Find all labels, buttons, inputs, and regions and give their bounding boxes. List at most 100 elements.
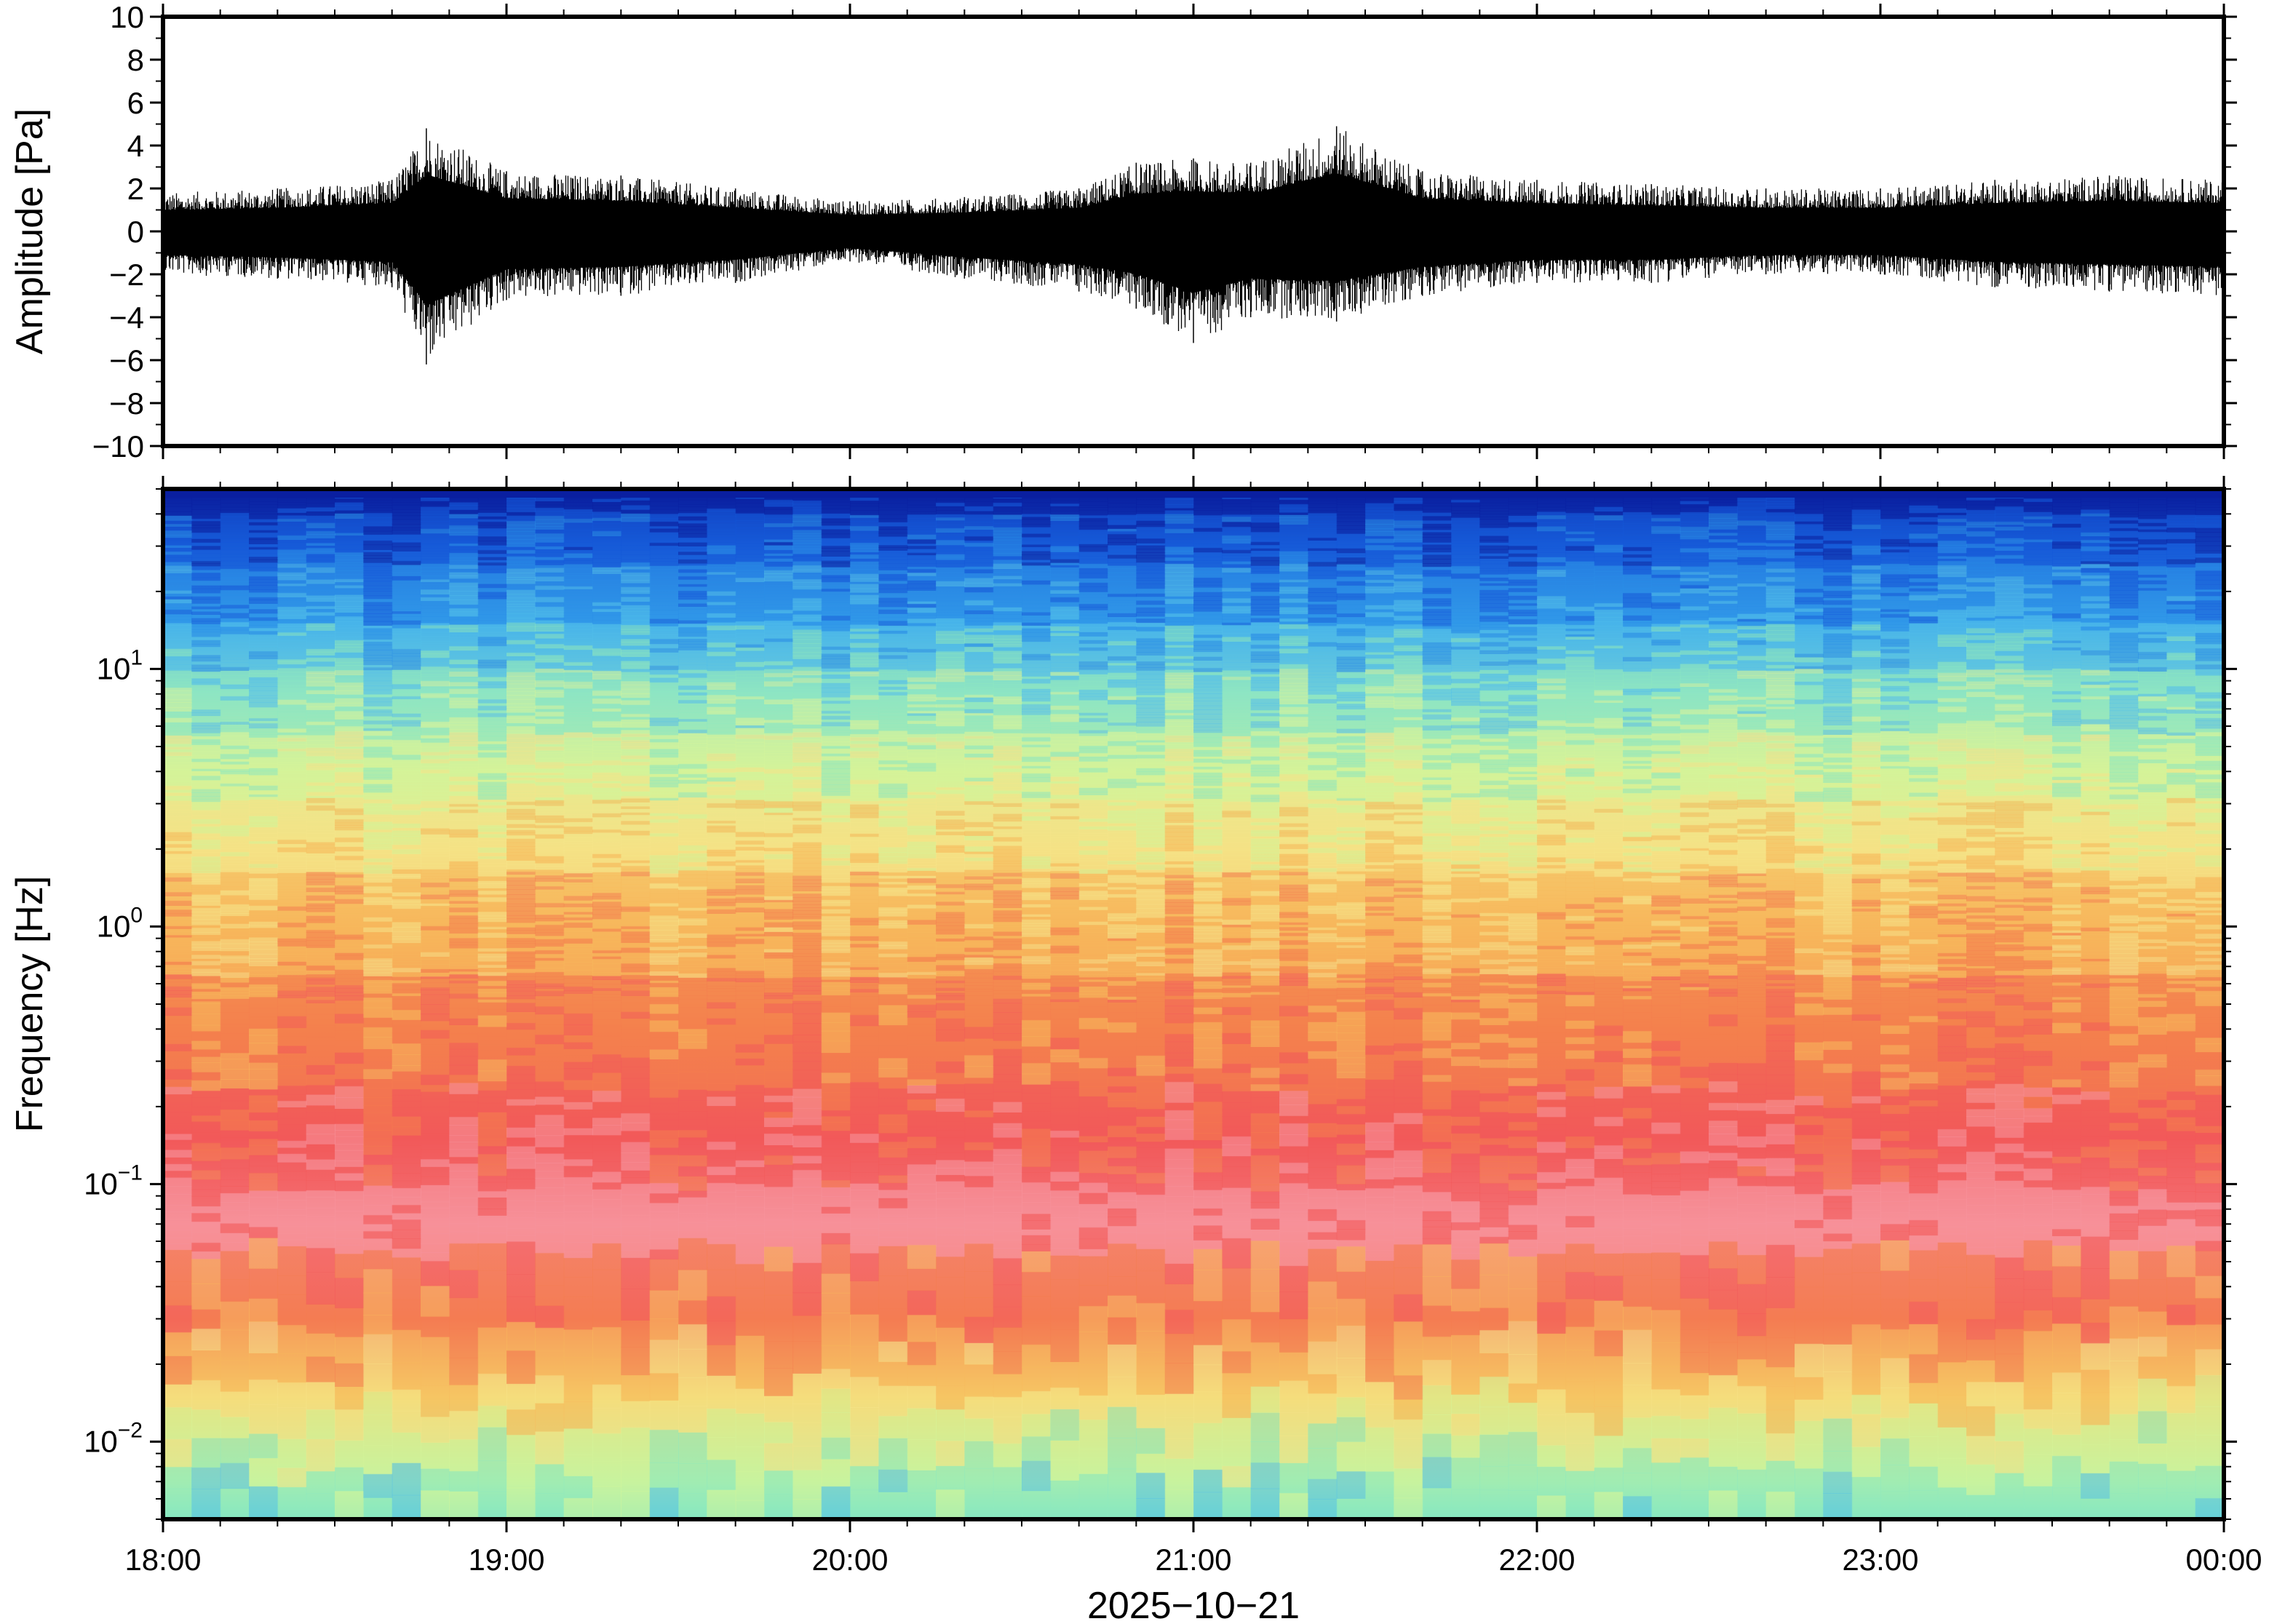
spectrogram-cell: [220, 1012, 250, 1024]
spectrogram-cell: [735, 915, 765, 921]
spectrogram-cell: [535, 549, 565, 553]
spectrogram-cell: [649, 880, 679, 884]
spectrogram-cell: [535, 758, 565, 763]
spectrogram-cell: [421, 567, 450, 572]
spectrogram-cell: [363, 893, 393, 898]
spectrogram-cell: [191, 907, 221, 912]
spectrogram-cell: [907, 968, 937, 973]
spectrogram-cell: [592, 1189, 622, 1200]
spectrogram-cell: [563, 728, 593, 733]
spectrogram-cell: [306, 944, 335, 948]
spectrogram-cell: [878, 641, 908, 645]
spectrogram-cell: [163, 576, 193, 581]
spectrogram-cell: [735, 990, 765, 996]
spectrogram-cell: [878, 731, 908, 736]
spectrogram-cell: [764, 613, 794, 618]
spectrogram-cell: [707, 608, 736, 614]
spectrogram-cell: [621, 1320, 651, 1348]
spectrogram-cell: [449, 820, 479, 825]
spectrogram-cell: [306, 651, 335, 656]
spectrogram-cell: [707, 790, 736, 795]
spectrogram-cell: [707, 1375, 736, 1409]
spectrogram-cell: [621, 788, 651, 792]
spectrogram-cell: [477, 880, 507, 884]
spectrogram-cell: [792, 1341, 822, 1374]
spectrogram-cell: [621, 751, 651, 756]
spectrogram-cell: [735, 677, 765, 683]
spectrogram-cell: [907, 1492, 937, 1519]
spectrogram-cell: [335, 694, 365, 698]
spectrogram-cell: [764, 949, 794, 953]
spectrogram-cell: [649, 648, 679, 653]
spectrogram-cell: [707, 737, 736, 741]
spectrogram-cell: [535, 709, 565, 712]
spectrogram-cell: [907, 998, 937, 1006]
spectrogram-cell: [535, 1327, 565, 1351]
spectrogram-cell: [220, 658, 250, 663]
spectrogram-cell: [792, 929, 822, 934]
spectrogram-cell: [878, 1385, 908, 1417]
spectrogram-cell: [850, 588, 880, 593]
spectrogram-cell: [878, 763, 908, 768]
spectrogram-cell: [792, 811, 822, 816]
spectrogram-cell: [506, 941, 536, 944]
spectrogram-cell: [850, 1081, 880, 1089]
spectrogram-cell: [506, 631, 536, 637]
spectrogram-cell: [678, 886, 708, 891]
spectrogram-cell: [678, 552, 708, 555]
spectrogram-cell: [392, 1362, 421, 1390]
spectrogram-cell: [592, 963, 622, 969]
spectrogram-cell: [792, 965, 822, 971]
spectrogram-cell: [277, 1016, 307, 1028]
spectrogram-cell: [592, 896, 622, 900]
spectrogram-cell: [764, 955, 794, 959]
spectrogram-cell: [306, 727, 335, 731]
spectrogram-cell: [392, 1411, 421, 1433]
spectrogram-cell: [163, 1186, 193, 1195]
spectrogram-cell: [563, 1401, 593, 1429]
spectrogram-cell: [535, 617, 565, 621]
spectrogram-cell: [907, 942, 937, 945]
spectrogram-cell: [592, 906, 622, 910]
spectrogram-cell: [592, 605, 622, 610]
spectrogram-cell: [392, 982, 421, 987]
spectrogram-cell: [249, 537, 279, 540]
spectrogram-cell: [707, 525, 736, 530]
spectrogram-cell: [821, 936, 851, 941]
spectrogram-cell: [878, 881, 908, 885]
spectrogram-cell: [363, 675, 393, 682]
spectrogram-cell: [449, 817, 479, 821]
spectrogram-cell: [707, 734, 736, 738]
spectrogram-cell: [392, 853, 421, 859]
spectrogram-cell: [249, 1028, 279, 1036]
spectrogram-cell: [421, 838, 450, 843]
spectrogram-cell: [506, 972, 536, 977]
spectrogram-cell: [477, 844, 507, 848]
spectrogram-cell: [477, 1059, 507, 1072]
spectrogram-cell: [306, 940, 335, 946]
spectrogram-cell: [563, 763, 593, 766]
spectrogram-cell: [792, 914, 822, 918]
spectrogram-cell: [163, 916, 193, 921]
spectrogram-cell: [306, 929, 335, 933]
spectrogram-cell: [592, 890, 622, 893]
spectrogram-cell: [621, 672, 651, 676]
spectrogram-cell: [735, 878, 765, 883]
spectrogram-cell: [707, 1345, 736, 1376]
spectrogram-cell: [477, 688, 507, 691]
spectrogram-cell: [335, 597, 365, 602]
spectrogram-cell: [907, 706, 937, 712]
spectrogram-cell: [421, 594, 450, 598]
spectrogram-cell: [506, 626, 536, 632]
spectrogram-cell: [163, 664, 193, 669]
spectrogram-cell: [678, 579, 708, 585]
spectrogram-cell: [306, 974, 335, 979]
spectrogram-cell: [850, 940, 880, 944]
spectrogram-cell: [592, 660, 622, 664]
spectrogram-cell: [563, 872, 593, 877]
spectrogram-cell: [249, 1238, 279, 1269]
spectrogram-cell: [163, 1157, 193, 1165]
spectrogram-cell: [764, 743, 794, 747]
spectrogram-cell: [878, 979, 908, 984]
spectrogram-cell: [649, 864, 679, 869]
